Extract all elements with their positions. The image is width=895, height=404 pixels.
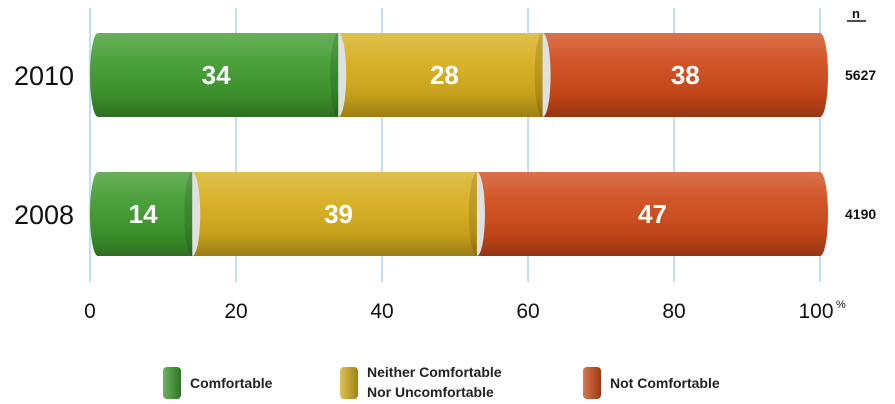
bar-value-label: 38 bbox=[671, 60, 700, 90]
n-value-2008: 4190 bbox=[845, 206, 876, 222]
legend-label: Comfortable bbox=[190, 375, 273, 391]
bar-2010-neither-comfortable-nor-uncomfortable bbox=[338, 33, 551, 117]
x-unit-label: % bbox=[836, 299, 846, 311]
legend-swatch bbox=[163, 367, 181, 399]
legend-item-not-comfortable: Not Comfortable bbox=[583, 367, 720, 399]
legend-label: Not Comfortable bbox=[610, 375, 720, 391]
bar-2010-comfortable bbox=[90, 33, 347, 117]
x-tick-label-20: 20 bbox=[224, 300, 247, 323]
legend-item-comfortable: Comfortable bbox=[163, 367, 273, 399]
legend-label: Neither Comfortable bbox=[367, 364, 502, 380]
legend-swatch bbox=[583, 367, 601, 399]
bar-value-label: 14 bbox=[129, 199, 158, 229]
legend-label: Nor Uncomfortable bbox=[367, 384, 494, 400]
n-value-2010: 5627 bbox=[845, 67, 876, 83]
n-header: n bbox=[852, 6, 860, 21]
bar-value-label: 34 bbox=[202, 60, 231, 90]
bar-value-label: 47 bbox=[638, 199, 667, 229]
x-tick-label-0: 0 bbox=[84, 300, 96, 323]
legend-item-neither-comfortable-nor-uncomfortable: Neither Comfortable Nor Uncomfortable bbox=[340, 364, 502, 400]
x-tick-label-80: 80 bbox=[662, 300, 685, 323]
bar-value-label: 28 bbox=[430, 60, 459, 90]
legend-swatch bbox=[340, 367, 358, 399]
bar-2008-not-comfortable bbox=[476, 172, 828, 256]
x-tick-label-100: 100 bbox=[798, 300, 833, 323]
bar-2010-not-comfortable bbox=[542, 33, 828, 117]
x-tick-label-60: 60 bbox=[516, 300, 539, 323]
bar-2008-comfortable bbox=[90, 172, 201, 256]
category-label-2008: 2008 bbox=[14, 200, 74, 230]
bar-2008-neither-comfortable-nor-uncomfortable bbox=[192, 172, 485, 256]
x-tick-label-40: 40 bbox=[370, 300, 393, 323]
bar-value-label: 39 bbox=[324, 199, 353, 229]
category-label-2010: 2010 bbox=[14, 61, 74, 91]
